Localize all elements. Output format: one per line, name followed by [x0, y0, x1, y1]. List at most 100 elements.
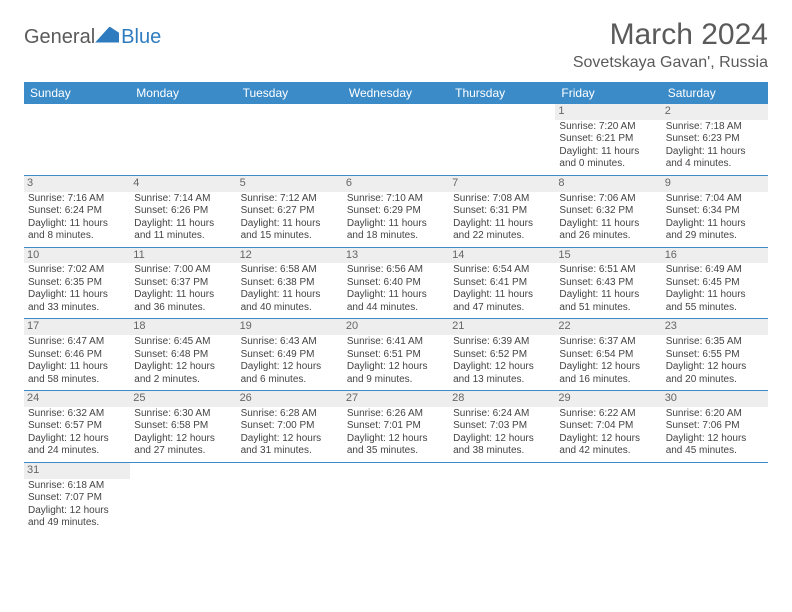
calendar-day-cell: 7Sunrise: 7:08 AMSunset: 6:31 PMDaylight…: [449, 175, 555, 247]
calendar-day-cell: .: [555, 462, 661, 533]
sunset-text: Sunset: 7:03 PM: [453, 420, 551, 433]
calendar-day-cell: 14Sunrise: 6:54 AMSunset: 6:41 PMDayligh…: [449, 247, 555, 319]
sunset-text: Sunset: 6:34 PM: [666, 205, 764, 218]
sunset-text: Sunset: 6:31 PM: [453, 205, 551, 218]
calendar-day-cell: 8Sunrise: 7:06 AMSunset: 6:32 PMDaylight…: [555, 175, 661, 247]
month-title: March 2024: [573, 18, 768, 52]
sunrise-text: Sunrise: 6:39 AM: [453, 336, 551, 349]
calendar-day-cell: 28Sunrise: 6:24 AMSunset: 7:03 PMDayligh…: [449, 391, 555, 463]
day-number: 28: [449, 391, 555, 407]
weekday-header: Wednesday: [343, 82, 449, 104]
calendar-day-cell: 27Sunrise: 6:26 AMSunset: 7:01 PMDayligh…: [343, 391, 449, 463]
daylight-text: Daylight: 12 hours and 38 minutes.: [453, 433, 551, 458]
sunset-text: Sunset: 6:27 PM: [241, 205, 339, 218]
sunrise-text: Sunrise: 6:28 AM: [241, 408, 339, 421]
calendar-day-cell: 5Sunrise: 7:12 AMSunset: 6:27 PMDaylight…: [237, 175, 343, 247]
calendar-day-cell: 18Sunrise: 6:45 AMSunset: 6:48 PMDayligh…: [130, 319, 236, 391]
sunset-text: Sunset: 6:29 PM: [347, 205, 445, 218]
calendar-day-cell: .: [343, 462, 449, 533]
calendar-day-cell: 16Sunrise: 6:49 AMSunset: 6:45 PMDayligh…: [662, 247, 768, 319]
daylight-text: Daylight: 11 hours and 29 minutes.: [666, 218, 764, 243]
daylight-text: Daylight: 12 hours and 24 minutes.: [28, 433, 126, 458]
sunrise-text: Sunrise: 6:43 AM: [241, 336, 339, 349]
sunrise-text: Sunrise: 7:14 AM: [134, 193, 232, 206]
weekday-header: Tuesday: [237, 82, 343, 104]
calendar-day-cell: 31Sunrise: 6:18 AMSunset: 7:07 PMDayligh…: [24, 462, 130, 533]
calendar-day-cell: 21Sunrise: 6:39 AMSunset: 6:52 PMDayligh…: [449, 319, 555, 391]
sunrise-text: Sunrise: 7:12 AM: [241, 193, 339, 206]
sunrise-text: Sunrise: 7:04 AM: [666, 193, 764, 206]
sunset-text: Sunset: 7:07 PM: [28, 492, 126, 505]
day-number: 7: [449, 176, 555, 192]
sunset-text: Sunset: 6:26 PM: [134, 205, 232, 218]
calendar-day-cell: .: [237, 104, 343, 175]
logo: General Blue: [24, 18, 161, 49]
daylight-text: Daylight: 11 hours and 58 minutes.: [28, 361, 126, 386]
day-number: 18: [130, 319, 236, 335]
calendar-day-cell: 11Sunrise: 7:00 AMSunset: 6:37 PMDayligh…: [130, 247, 236, 319]
sunrise-text: Sunrise: 7:02 AM: [28, 264, 126, 277]
sunset-text: Sunset: 6:57 PM: [28, 420, 126, 433]
weekday-header: Sunday: [24, 82, 130, 104]
calendar-day-cell: 30Sunrise: 6:20 AMSunset: 7:06 PMDayligh…: [662, 391, 768, 463]
day-number: 13: [343, 248, 449, 264]
daylight-text: Daylight: 11 hours and 22 minutes.: [453, 218, 551, 243]
calendar-day-cell: 25Sunrise: 6:30 AMSunset: 6:58 PMDayligh…: [130, 391, 236, 463]
day-number: 15: [555, 248, 661, 264]
sunset-text: Sunset: 6:41 PM: [453, 277, 551, 290]
calendar-day-cell: 9Sunrise: 7:04 AMSunset: 6:34 PMDaylight…: [662, 175, 768, 247]
sunrise-text: Sunrise: 6:58 AM: [241, 264, 339, 277]
daylight-text: Daylight: 11 hours and 40 minutes.: [241, 289, 339, 314]
day-number: 11: [130, 248, 236, 264]
sunrise-text: Sunrise: 7:00 AM: [134, 264, 232, 277]
calendar-day-cell: 10Sunrise: 7:02 AMSunset: 6:35 PMDayligh…: [24, 247, 130, 319]
calendar-header-row: SundayMondayTuesdayWednesdayThursdayFrid…: [24, 82, 768, 104]
calendar-week-row: 10Sunrise: 7:02 AMSunset: 6:35 PM Dayligh…: [24, 247, 768, 319]
calendar-day-cell: 26Sunrise: 6:28 AMSunset: 7:00 PMDayligh…: [237, 391, 343, 463]
sunset-text: Sunset: 6:23 PM: [666, 133, 764, 146]
calendar-day-cell: 15Sunrise: 6:51 AMSunset: 6:43 PMDayligh…: [555, 247, 661, 319]
daylight-text: Daylight: 12 hours and 20 minutes.: [666, 361, 764, 386]
day-number: 9: [662, 176, 768, 192]
sunset-text: Sunset: 6:24 PM: [28, 205, 126, 218]
calendar-day-cell: .: [130, 104, 236, 175]
calendar-day-cell: 3Sunrise: 7:16 AMSunset: 6:24 PMDaylight…: [24, 175, 130, 247]
daylight-text: Daylight: 11 hours and 4 minutes.: [666, 146, 764, 171]
calendar-day-cell: 17Sunrise: 6:47 AMSunset: 6:46 PMDayligh…: [24, 319, 130, 391]
sunrise-text: Sunrise: 7:16 AM: [28, 193, 126, 206]
day-number: 12: [237, 248, 343, 264]
sunset-text: Sunset: 6:48 PM: [134, 349, 232, 362]
daylight-text: Daylight: 11 hours and 55 minutes.: [666, 289, 764, 314]
day-number: 2: [662, 104, 768, 120]
daylight-text: Daylight: 12 hours and 45 minutes.: [666, 433, 764, 458]
sunset-text: Sunset: 6:35 PM: [28, 277, 126, 290]
calendar-day-cell: .: [449, 104, 555, 175]
daylight-text: Daylight: 12 hours and 42 minutes.: [559, 433, 657, 458]
day-number: 1: [555, 104, 661, 120]
sunset-text: Sunset: 6:43 PM: [559, 277, 657, 290]
calendar-day-cell: 2Sunrise: 7:18 AMSunset: 6:23 PMDaylight…: [662, 104, 768, 175]
calendar-day-cell: 6Sunrise: 7:10 AMSunset: 6:29 PMDaylight…: [343, 175, 449, 247]
calendar-table: SundayMondayTuesdayWednesdayThursdayFrid…: [24, 82, 768, 534]
sunrise-text: Sunrise: 6:47 AM: [28, 336, 126, 349]
daylight-text: Daylight: 11 hours and 15 minutes.: [241, 218, 339, 243]
day-number: 26: [237, 391, 343, 407]
daylight-text: Daylight: 12 hours and 27 minutes.: [134, 433, 232, 458]
day-number: 10: [24, 248, 130, 264]
day-number: 31: [24, 463, 130, 479]
calendar-week-row: 24Sunrise: 6:32 AMSunset: 6:57 PMDayligh…: [24, 391, 768, 463]
day-number: 27: [343, 391, 449, 407]
sunrise-text: Sunrise: 6:35 AM: [666, 336, 764, 349]
calendar-week-row: 31Sunrise: 6:18 AMSunset: 7:07 PMDayligh…: [24, 462, 768, 533]
sunset-text: Sunset: 7:04 PM: [559, 420, 657, 433]
daylight-text: Daylight: 12 hours and 2 minutes.: [134, 361, 232, 386]
sunset-text: Sunset: 6:40 PM: [347, 277, 445, 290]
day-number: 3: [24, 176, 130, 192]
sunrise-text: Sunrise: 6:26 AM: [347, 408, 445, 421]
calendar-week-row: 3Sunrise: 7:16 AMSunset: 6:24 PM Daylight…: [24, 175, 768, 247]
calendar-week-row: .....1Sunrise: 7:20 AMSunset: 6:21 PMDay…: [24, 104, 768, 175]
sunset-text: Sunset: 6:37 PM: [134, 277, 232, 290]
sunrise-text: Sunrise: 6:30 AM: [134, 408, 232, 421]
daylight-text: Daylight: 11 hours and 51 minutes.: [559, 289, 657, 314]
calendar-day-cell: 4Sunrise: 7:14 AMSunset: 6:26 PMDaylight…: [130, 175, 236, 247]
